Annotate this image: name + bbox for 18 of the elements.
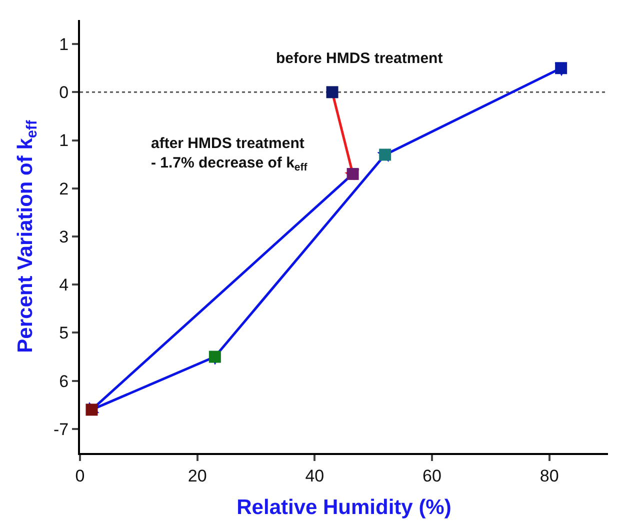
x-tick-label: 40 bbox=[305, 466, 324, 486]
point bbox=[326, 86, 338, 98]
x-tick-label: 80 bbox=[540, 466, 559, 486]
x-tick-label: 0 bbox=[75, 466, 85, 486]
y-tick-label: 3 bbox=[59, 227, 69, 246]
y-tick-label: -7 bbox=[53, 420, 69, 439]
y-tick-label: 6 bbox=[59, 372, 69, 391]
annotation: after HMDS treatment - 1.7% decrease of k$_{eff}$ bbox=[151, 135, 308, 174]
annotation: before HMDS treatment bbox=[276, 50, 443, 67]
y-tick-label: 5 bbox=[59, 324, 69, 343]
y-tick-label: 1 bbox=[59, 131, 69, 150]
x-tick-label: 20 bbox=[188, 466, 207, 486]
y-tick-label: 2 bbox=[59, 179, 69, 198]
x-axis-title: Relative Humidity (%) bbox=[236, 496, 452, 520]
y-tick-label: 4 bbox=[59, 276, 69, 295]
x-tick-label: 60 bbox=[422, 466, 442, 486]
y-tick-label: 0 bbox=[59, 83, 69, 102]
y-tick-label: 1 bbox=[59, 35, 69, 54]
